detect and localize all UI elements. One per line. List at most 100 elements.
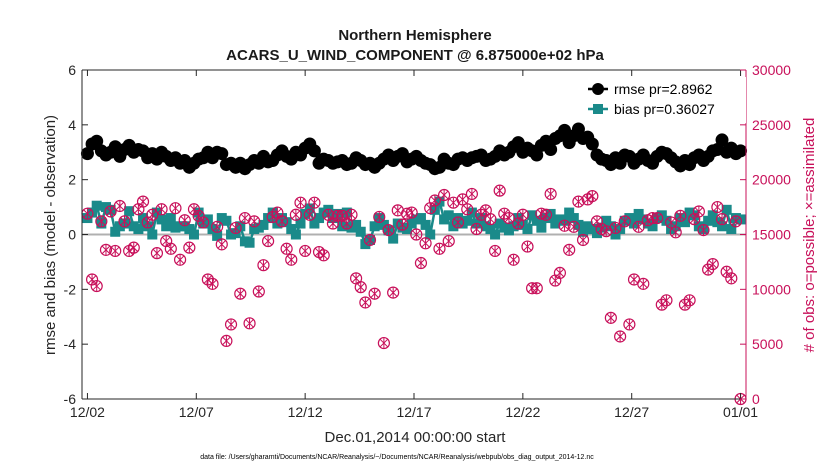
obs-possible-marker [539,208,553,221]
chart-subtitle: ACARS_U_WIND_COMPONENT @ 6.875000e+02 hP… [226,47,604,64]
obs-possible-marker [261,234,275,248]
obs-assimilated-marker [157,204,166,215]
obs-assimilated-marker [235,288,245,299]
obs-point [618,215,631,228]
obs-point [187,203,201,216]
obs-assimilated-marker [675,210,685,221]
obs-possible-marker [651,211,664,225]
obs-possible-marker [206,277,219,290]
legend-rmse-marker [592,83,604,95]
obs-assimilated-marker [671,227,681,238]
obs-possible-marker [405,206,418,219]
obs-point [201,273,214,286]
obs-point [248,215,261,228]
obs-point [382,224,395,237]
bias-point [717,221,728,232]
obs-possible-marker [669,226,682,239]
obs-point [211,220,224,233]
obs-assimilated-marker [449,197,458,208]
obs-assimilated-marker [523,241,532,252]
obs-point [711,200,724,214]
obs-possible-marker [243,317,256,330]
bias-point [221,215,232,226]
obs-possible-marker [257,259,270,272]
obs-point [410,228,423,241]
chart-title: Northern Hemisphere [338,27,491,44]
bias-point [133,224,144,235]
obs-point [576,233,590,247]
obs-point [683,294,696,307]
obs-assimilated-marker [606,312,616,323]
obs-possible-marker [303,208,316,221]
obs-point [729,215,743,228]
obs-assimilated-marker [481,205,491,216]
bias-point [156,214,167,225]
obs-assimilated-marker [370,288,379,299]
obs-assimilated-marker [152,248,162,259]
obs-assimilated-marker [685,295,694,306]
rmse-series [80,122,748,176]
obs-point [558,219,571,232]
obs-point [669,226,682,239]
obs-assimilated-marker [138,196,148,207]
obs-possible-marker [678,298,692,311]
obs-point [155,203,168,216]
obs-point [502,211,516,225]
obs-assimilated-marker [92,281,102,292]
obs-assimilated-marker [198,217,208,228]
obs-assimilated-marker [286,254,296,265]
obs-point [563,243,576,256]
obs-assimilated-marker [411,229,421,240]
obs-possible-marker [637,277,650,290]
obs-possible-marker [127,241,140,254]
obs-possible-marker [692,205,705,218]
obs-assimilated-marker [374,211,384,222]
bias-point [462,215,473,226]
obs-possible-marker [354,281,367,294]
bias-point [212,230,223,241]
obs-assimilated-marker [249,216,259,227]
bias-point [527,210,538,221]
obs-point [725,272,738,285]
obs-point [461,203,474,216]
obs-assimilated-marker [625,319,634,330]
obs-possible-marker [285,253,298,266]
obs-possible-marker [465,187,479,201]
obs-point [280,242,293,255]
bias-point [388,233,399,244]
obs-assimilated-marker [638,278,648,289]
bias-point [402,224,413,235]
obs-possible-marker [377,336,390,350]
obs-point [109,244,122,258]
obs-assimilated-marker [560,220,569,231]
obs-possible-marker [178,214,191,227]
y-left-tick-label: -2 [64,281,77,297]
obs-possible-marker [164,242,177,255]
bias-point [485,224,496,235]
obs-assimilated-marker [555,267,565,278]
obs-possible-marker [215,238,228,251]
bias-point [591,228,602,239]
obs-assimilated-marker [217,239,227,250]
obs-assimilated-marker [83,208,92,219]
bias-point [679,217,690,228]
obs-point [637,277,650,290]
bias-point [300,208,311,219]
obs-possible-marker [331,209,344,222]
bias-point [295,218,306,229]
bias-point [355,226,366,237]
obs-point [90,279,103,293]
legend-rmse-label: rmse pr=2.8962 [614,81,713,97]
obs-point [438,188,451,202]
obs-possible-marker [169,202,182,215]
obs-assimilated-marker [444,236,454,247]
obs-possible-marker [95,215,108,228]
obs-point [488,244,502,258]
obs-point [516,208,529,221]
y-right-tick-label: 10000 [752,281,791,297]
obs-possible-marker [697,224,710,237]
obs-assimilated-marker [615,331,625,342]
obs-possible-marker [507,253,520,266]
obs-possible-marker [201,273,214,286]
obs-assimilated-marker [518,209,528,220]
